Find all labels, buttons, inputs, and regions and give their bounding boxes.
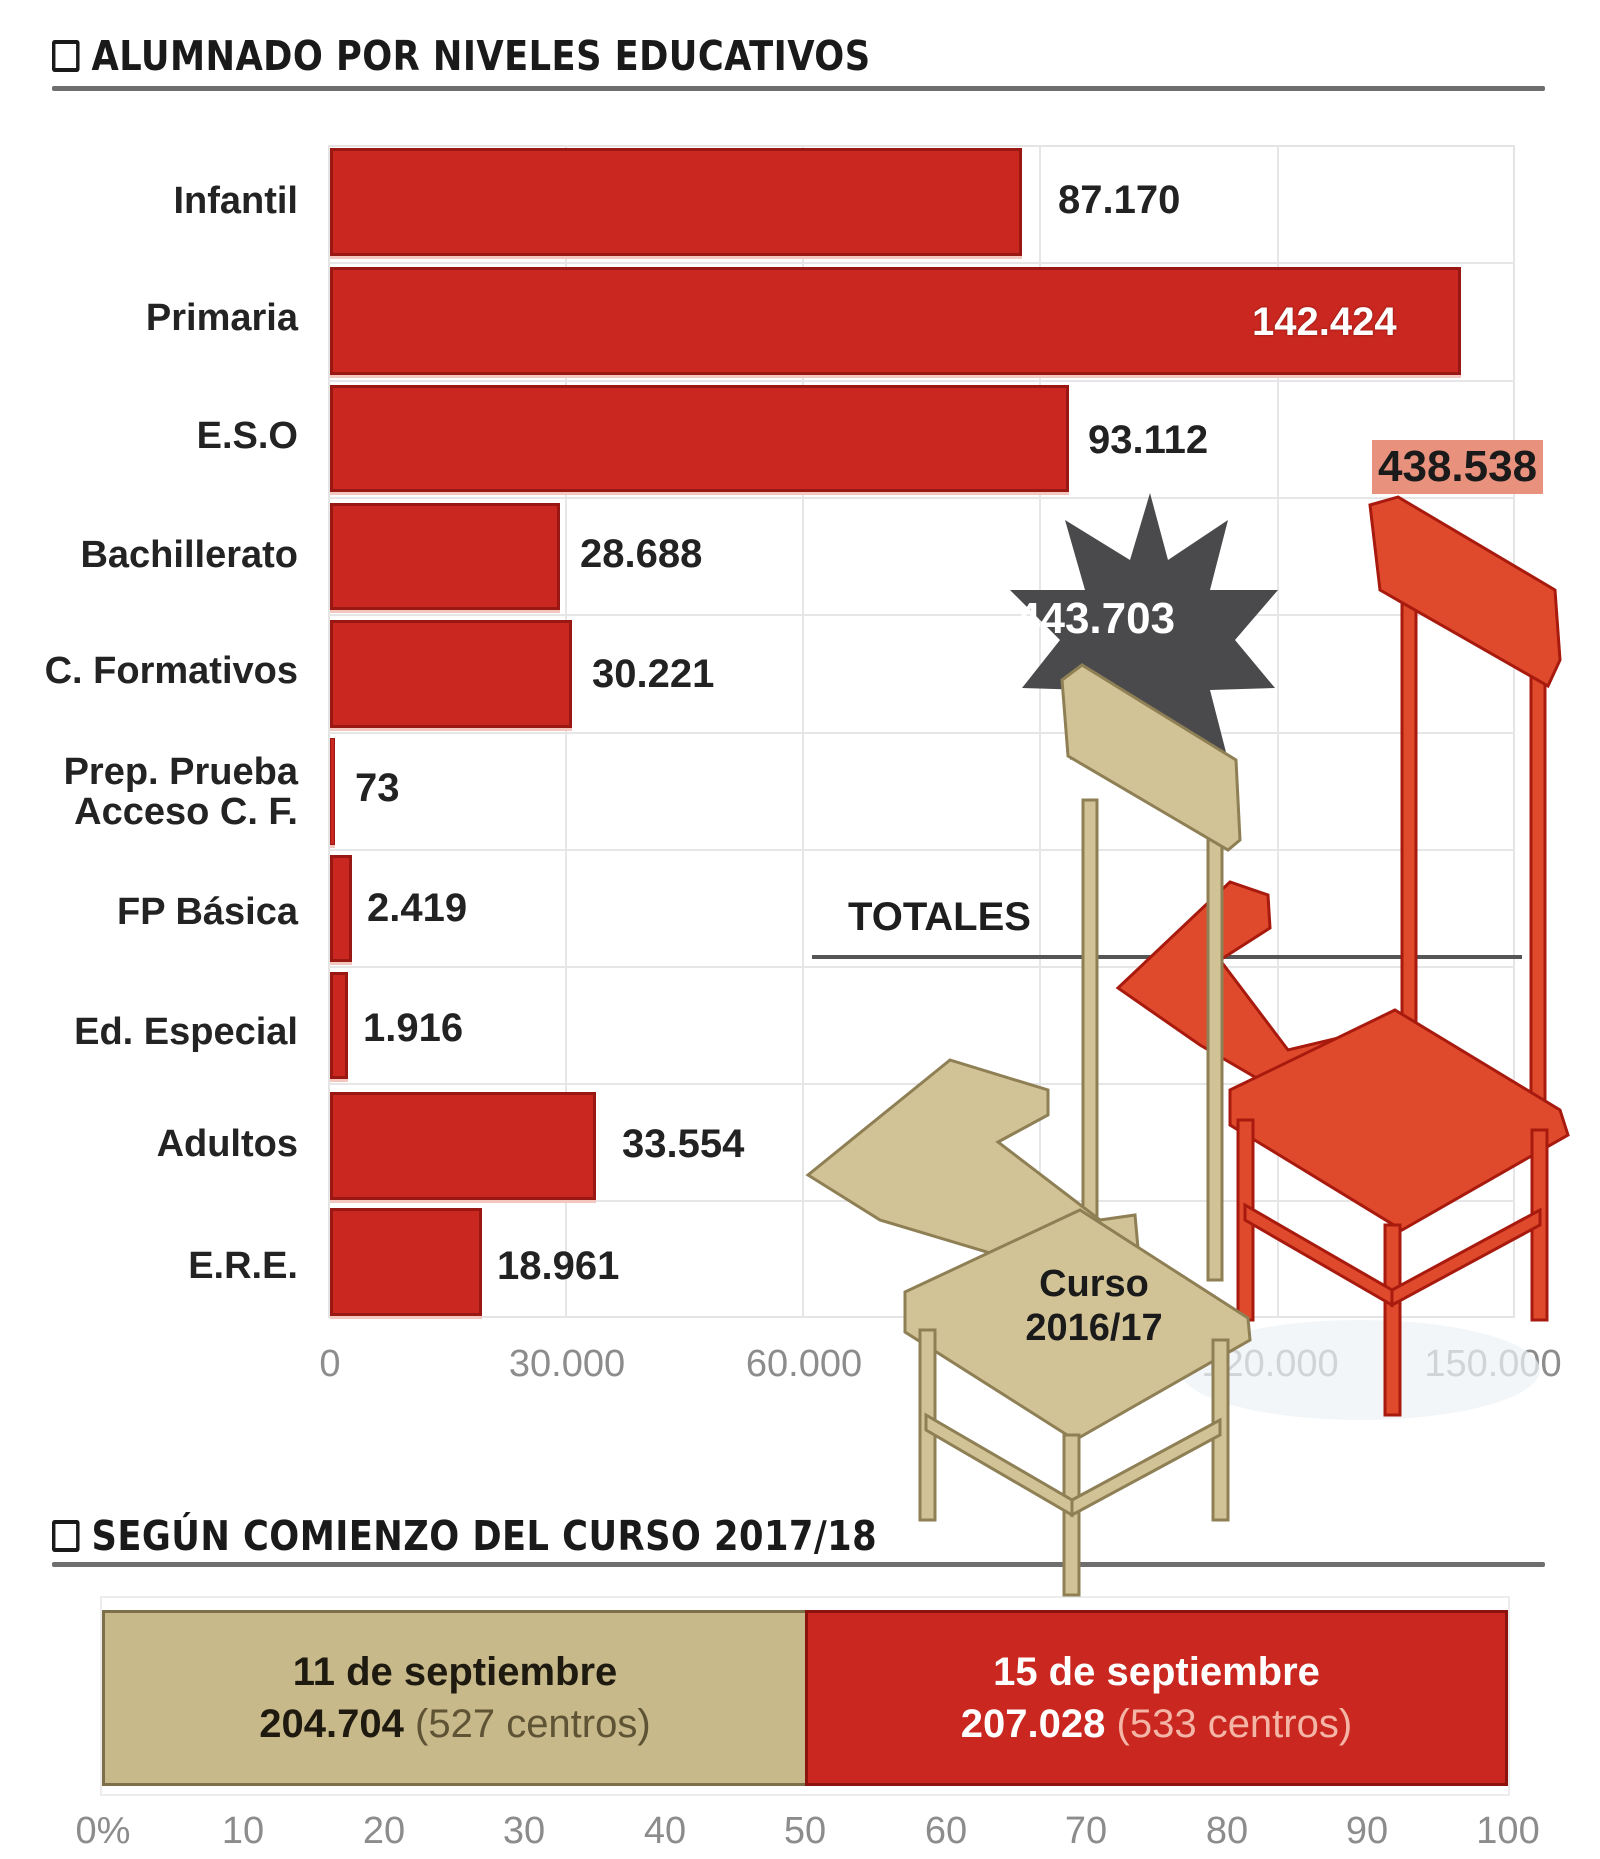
value-label-primaria: 142.424 xyxy=(1252,300,1397,344)
value-label-adultos: 33.554 xyxy=(622,1122,745,1166)
category-label-primaria: Primaria xyxy=(145,297,298,339)
gridline-120000 xyxy=(1277,145,1279,1318)
starburst-icon xyxy=(1010,493,1278,790)
bar-eso xyxy=(330,385,1069,492)
row-gridline xyxy=(328,380,1515,382)
category-label-adultos: Adultos xyxy=(156,1123,298,1165)
pct-tick-20: 20 xyxy=(362,1810,406,1852)
category-label-bachillerato: Bachillerato xyxy=(80,534,298,576)
bar-infantil xyxy=(330,148,1022,256)
segment-stats: 204.704 (527 centros) xyxy=(259,1698,650,1750)
value-label-bachillerato: 28.688 xyxy=(580,532,703,576)
category-label-prep-prueba: Prep. Prueba Acceso C. F. xyxy=(64,752,298,832)
gridline-30000 xyxy=(565,145,567,1318)
section-title-niveles: ALUMNADO POR NIVELES EDUCATIVOS xyxy=(52,32,871,80)
axis-tick-30000: 30.000 xyxy=(508,1343,626,1385)
category-label-fp-basica: FP Básica xyxy=(117,891,298,933)
pct-tick-10: 10 xyxy=(221,1810,265,1852)
tan-chair-icon xyxy=(805,663,1252,1597)
course-word: Curso xyxy=(1039,1263,1149,1305)
section-title-text: ALUMNADO POR NIVELES EDUCATIVOS xyxy=(91,32,871,80)
segment-15-septiembre: 15 de septiembre 207.028 (533 centros) xyxy=(805,1610,1508,1786)
total-previous-value: 443.703 xyxy=(1016,594,1176,643)
category-label-infantil: Infantil xyxy=(173,180,298,222)
section-title-text: SEGÚN COMIENZO DEL CURSO 2017/18 xyxy=(91,1512,878,1560)
axis-tick-60000: 60.000 xyxy=(745,1343,863,1385)
value-label-ere: 18.961 xyxy=(497,1244,620,1288)
value-label-eso: 93.112 xyxy=(1088,418,1209,462)
total-current-value: 438.538 xyxy=(1372,440,1544,494)
value-label-prep-prueba: 73 xyxy=(355,766,400,810)
bar-fp-basica xyxy=(330,855,352,962)
bar-primaria xyxy=(330,267,1461,375)
category-label-line2: Acceso C. F. xyxy=(74,791,298,833)
pct-tick-0: 0% xyxy=(75,1810,131,1852)
category-label-eso: E.S.O xyxy=(196,415,298,457)
segment-date: 15 de septiembre xyxy=(993,1650,1320,1694)
category-label-line1: Prep. Prueba xyxy=(63,751,298,793)
segment-students: 204.704 xyxy=(259,1702,404,1746)
segment-centers: (533 centros) xyxy=(1116,1702,1353,1746)
gridline-90000 xyxy=(1039,145,1041,1318)
title-rule xyxy=(52,86,1545,91)
segment-date: 11 de septiembre xyxy=(292,1650,618,1694)
segment-stats: 207.028 (533 centros) xyxy=(961,1698,1352,1750)
split-bar-frame xyxy=(100,1596,1510,1796)
red-chair-icon xyxy=(1115,495,1570,1417)
row-gridline xyxy=(328,966,1515,968)
value-label-c-formativos: 30.221 xyxy=(592,652,715,696)
pct-tick-40: 40 xyxy=(643,1810,687,1852)
pct-tick-60: 60 xyxy=(924,1810,968,1852)
bar-bachillerato xyxy=(330,503,560,610)
category-label-c-formativos: C. Formativos xyxy=(44,650,298,692)
pct-tick-30: 30 xyxy=(502,1810,546,1852)
category-label-ere: E.R.E. xyxy=(188,1245,298,1287)
pct-tick-50: 50 xyxy=(783,1810,827,1852)
section-title-comienzo: SEGÚN COMIENZO DEL CURSO 2017/18 xyxy=(52,1512,877,1560)
segment-students: 207.028 xyxy=(960,1702,1106,1746)
previous-course-label: Curso 2016/17 xyxy=(1004,1262,1184,1350)
pct-tick-80: 80 xyxy=(1205,1810,1249,1852)
value-label-ed-especial: 1.916 xyxy=(363,1006,464,1050)
gridline-60000 xyxy=(802,145,804,1318)
totales-heading: TOTALES xyxy=(848,895,1031,939)
row-gridline xyxy=(328,732,1515,734)
bar-ere xyxy=(330,1208,482,1316)
square-bullet-icon xyxy=(52,1520,80,1552)
pct-tick-70: 70 xyxy=(1064,1810,1108,1852)
segment-11-septiembre: 11 de septiembre 204.704 (527 centros) xyxy=(102,1610,805,1786)
axis-tick-0: 0 xyxy=(319,1343,341,1385)
square-bullet-icon xyxy=(52,40,80,72)
bar-adultos xyxy=(330,1092,596,1200)
bar-prep-prueba xyxy=(330,738,335,845)
row-gridline xyxy=(328,262,1515,264)
pct-tick-90: 90 xyxy=(1345,1810,1389,1852)
title-rule xyxy=(52,1562,1545,1567)
pct-tick-100: 100 xyxy=(1476,1810,1540,1852)
value-label-infantil: 87.170 xyxy=(1058,178,1181,222)
bar-ed-especial xyxy=(330,972,348,1079)
segment-centers: (527 centros) xyxy=(415,1702,651,1746)
row-gridline xyxy=(328,849,1515,851)
category-label-ed-especial: Ed. Especial xyxy=(74,1011,298,1053)
row-gridline xyxy=(328,614,1515,616)
row-gridline xyxy=(328,497,1515,499)
bar-c-formativos xyxy=(330,620,572,728)
value-label-fp-basica: 2.419 xyxy=(367,886,468,930)
course-year: 2016/17 xyxy=(1025,1307,1163,1349)
